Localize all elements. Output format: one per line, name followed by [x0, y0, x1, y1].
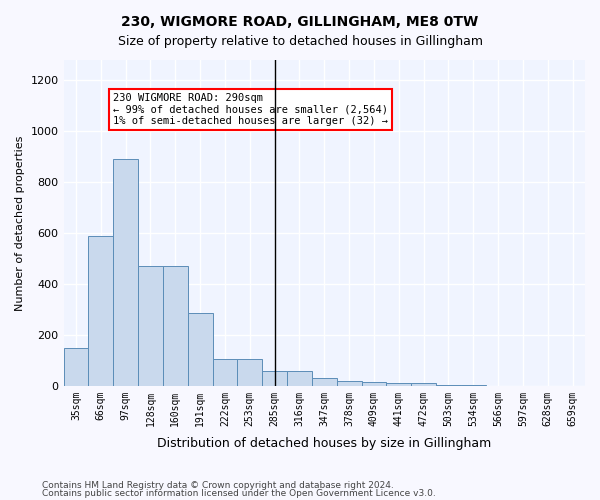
Bar — [411, 383, 436, 386]
Bar — [386, 383, 411, 386]
Bar — [287, 370, 312, 386]
Bar — [163, 266, 188, 386]
Bar — [138, 266, 163, 386]
Bar — [312, 378, 337, 386]
Bar — [212, 359, 238, 386]
Bar — [436, 384, 461, 386]
X-axis label: Distribution of detached houses by size in Gillingham: Distribution of detached houses by size … — [157, 437, 491, 450]
Text: 230, WIGMORE ROAD, GILLINGHAM, ME8 0TW: 230, WIGMORE ROAD, GILLINGHAM, ME8 0TW — [121, 15, 479, 29]
Bar — [113, 160, 138, 386]
Text: Size of property relative to detached houses in Gillingham: Size of property relative to detached ho… — [118, 35, 482, 48]
Bar — [64, 348, 88, 386]
Bar — [337, 380, 362, 386]
Y-axis label: Number of detached properties: Number of detached properties — [15, 135, 25, 310]
Bar — [188, 313, 212, 386]
Text: Contains public sector information licensed under the Open Government Licence v3: Contains public sector information licen… — [42, 488, 436, 498]
Bar — [262, 370, 287, 386]
Bar — [88, 236, 113, 386]
Bar — [238, 359, 262, 386]
Bar — [362, 382, 386, 386]
Text: 230 WIGMORE ROAD: 290sqm
← 99% of detached houses are smaller (2,564)
1% of semi: 230 WIGMORE ROAD: 290sqm ← 99% of detach… — [113, 93, 388, 126]
Text: Contains HM Land Registry data © Crown copyright and database right 2024.: Contains HM Land Registry data © Crown c… — [42, 481, 394, 490]
